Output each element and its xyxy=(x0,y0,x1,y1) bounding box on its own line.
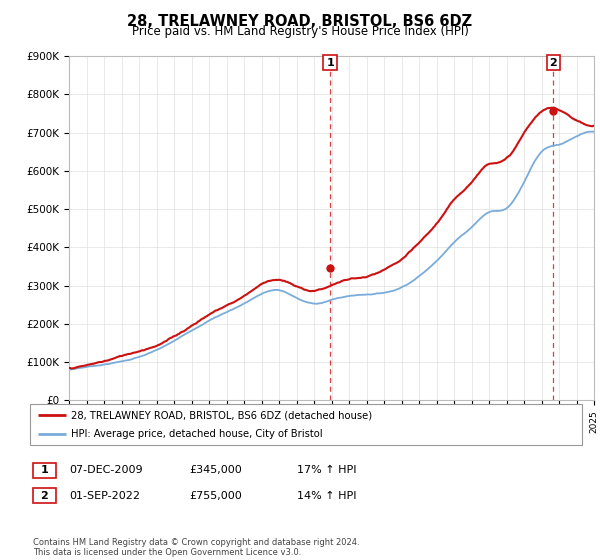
Text: 07-DEC-2009: 07-DEC-2009 xyxy=(69,465,143,475)
Text: Contains HM Land Registry data © Crown copyright and database right 2024.
This d: Contains HM Land Registry data © Crown c… xyxy=(33,538,359,557)
FancyBboxPatch shape xyxy=(30,404,582,445)
Text: 01-SEP-2022: 01-SEP-2022 xyxy=(69,491,140,501)
Text: 28, TRELAWNEY ROAD, BRISTOL, BS6 6DZ (detached house): 28, TRELAWNEY ROAD, BRISTOL, BS6 6DZ (de… xyxy=(71,410,373,421)
Text: Price paid vs. HM Land Registry's House Price Index (HPI): Price paid vs. HM Land Registry's House … xyxy=(131,25,469,38)
Text: HPI: Average price, detached house, City of Bristol: HPI: Average price, detached house, City… xyxy=(71,429,323,439)
Text: 17% ↑ HPI: 17% ↑ HPI xyxy=(297,465,356,475)
Text: 14% ↑ HPI: 14% ↑ HPI xyxy=(297,491,356,501)
Text: 2: 2 xyxy=(41,491,48,501)
Text: £755,000: £755,000 xyxy=(189,491,242,501)
Text: 2: 2 xyxy=(550,58,557,68)
Text: £345,000: £345,000 xyxy=(189,465,242,475)
Text: 1: 1 xyxy=(41,465,48,475)
Text: 28, TRELAWNEY ROAD, BRISTOL, BS6 6DZ: 28, TRELAWNEY ROAD, BRISTOL, BS6 6DZ xyxy=(127,14,473,29)
Text: 1: 1 xyxy=(326,58,334,68)
